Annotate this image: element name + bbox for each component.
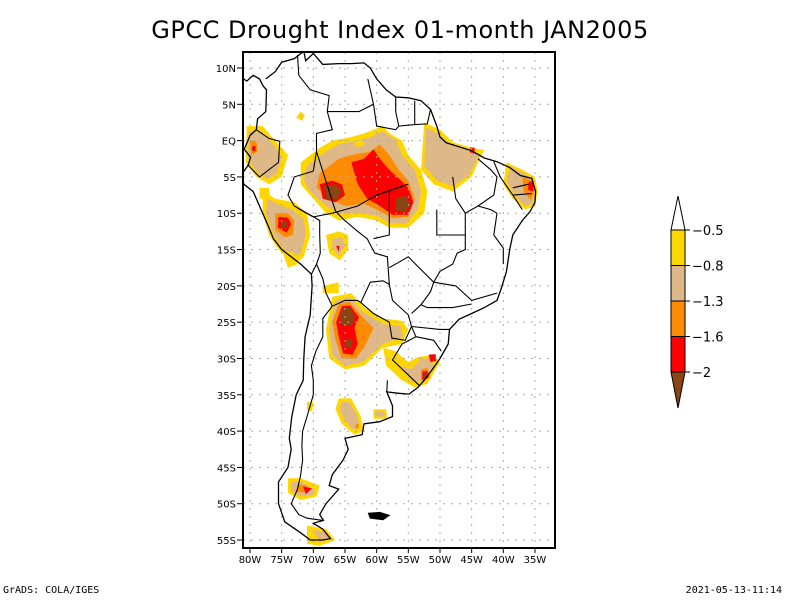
drought-contour [281, 220, 287, 227]
lon-tick-label: 75W [270, 555, 293, 566]
colorbar-label: −0.8 [692, 260, 724, 275]
lat-tick-label: 35S [217, 391, 236, 402]
lon-tick-label: 65W [334, 555, 357, 566]
country-border [411, 325, 450, 330]
drought-contour [354, 140, 364, 147]
lat-tick-label: 10S [217, 209, 236, 220]
country-border [493, 161, 523, 210]
lon-tick-label: 60W [365, 555, 388, 566]
lat-tick-label: 55S [217, 536, 236, 547]
colorbar-bottom-arrow [670, 371, 686, 409]
drought-contour [339, 402, 360, 430]
drought-contour [303, 486, 313, 495]
timestamp: 2021-05-13-11:14 [685, 585, 782, 596]
country-borders [243, 52, 537, 541]
country-border [247, 129, 281, 178]
country-border [395, 97, 400, 127]
falkland-islands [367, 511, 391, 521]
coastline [243, 52, 537, 541]
country-border [373, 191, 390, 240]
country-border [477, 158, 498, 207]
lat-tick-label: 15S [217, 246, 236, 257]
colorbar-swatch [670, 265, 686, 302]
lat-tick-label: 25S [217, 318, 236, 329]
lat-tick-label: EQ [222, 137, 236, 148]
drought-contour [375, 411, 385, 417]
lat-tick-label: 10N [216, 64, 236, 75]
lat-tick-label: 30S [217, 354, 236, 365]
latitude-axis: 10N 5N EQ 5S 10S 15S 20S 25S 30S 35S 40S 45S 50S 55S [216, 64, 243, 547]
country-border [327, 78, 375, 113]
map-title: GPCC Drought Index 01-month JAN2005 [151, 16, 649, 44]
grads-credit: GrADS: COLA/IGES [3, 585, 100, 596]
drought-contour [423, 373, 427, 378]
lon-tick-label: 35W [524, 555, 547, 566]
colorbar-label: −2 [692, 366, 711, 381]
lon-tick-label: 50W [429, 555, 452, 566]
map-frame [242, 51, 556, 549]
colorbar-swatch [670, 300, 686, 337]
lon-tick-label: 40W [492, 555, 515, 566]
country-border [493, 213, 504, 265]
country-border [389, 256, 435, 314]
colorbar-swatch [670, 229, 686, 266]
drought-contour [300, 114, 304, 120]
country-border [386, 380, 388, 392]
colorbar-legend: −0.5 −0.8 −1.3 −1.6 −2 [670, 195, 724, 409]
lon-tick-label: 55W [397, 555, 420, 566]
drought-contour [336, 245, 340, 252]
drought-contour [428, 354, 437, 363]
lat-tick-label: 5S [223, 173, 236, 184]
lat-tick-label: 40S [217, 427, 236, 438]
country-border [290, 305, 333, 521]
drought-contour [259, 187, 271, 199]
country-border [360, 302, 413, 341]
drought-contour [528, 181, 534, 192]
drought-contour [296, 111, 306, 121]
lat-tick-label: 45S [217, 463, 236, 474]
drought-contour [296, 484, 307, 493]
country-border [420, 303, 472, 309]
longitude-axis: 80W 75W 70W 65W 60W 55W 50W 45W 40W 35W [239, 548, 547, 566]
country-border [452, 176, 466, 214]
colorbar-label: −1.6 [692, 331, 724, 346]
lon-tick-label: 70W [302, 555, 325, 566]
drought-contour [345, 338, 353, 349]
drought-contour [395, 195, 411, 212]
drought-contour [251, 145, 256, 152]
country-border [512, 193, 532, 196]
drought-contour [281, 249, 298, 268]
colorbar-label: −0.5 [692, 224, 724, 239]
colorbar-swatch [670, 336, 686, 373]
colorbar-label: −1.3 [692, 295, 724, 310]
country-border [512, 183, 529, 189]
country-border [297, 183, 409, 218]
drought-contour [355, 423, 359, 429]
country-border [436, 205, 498, 236]
country-border [315, 263, 390, 307]
lat-tick-label: 50S [217, 500, 236, 511]
country-border [372, 104, 432, 131]
drought-contour [339, 307, 356, 326]
lat-tick-label: 5N [222, 100, 236, 111]
drought-contour [424, 127, 480, 187]
lat-tick-label: 20S [217, 282, 236, 293]
drought-contour [322, 282, 339, 294]
drought-index-contours [245, 111, 538, 546]
lon-tick-label: 45W [460, 555, 483, 566]
lon-tick-label: 80W [239, 555, 262, 566]
colorbar-top-arrow [670, 195, 686, 231]
country-border [432, 235, 498, 302]
country-border [415, 336, 442, 352]
